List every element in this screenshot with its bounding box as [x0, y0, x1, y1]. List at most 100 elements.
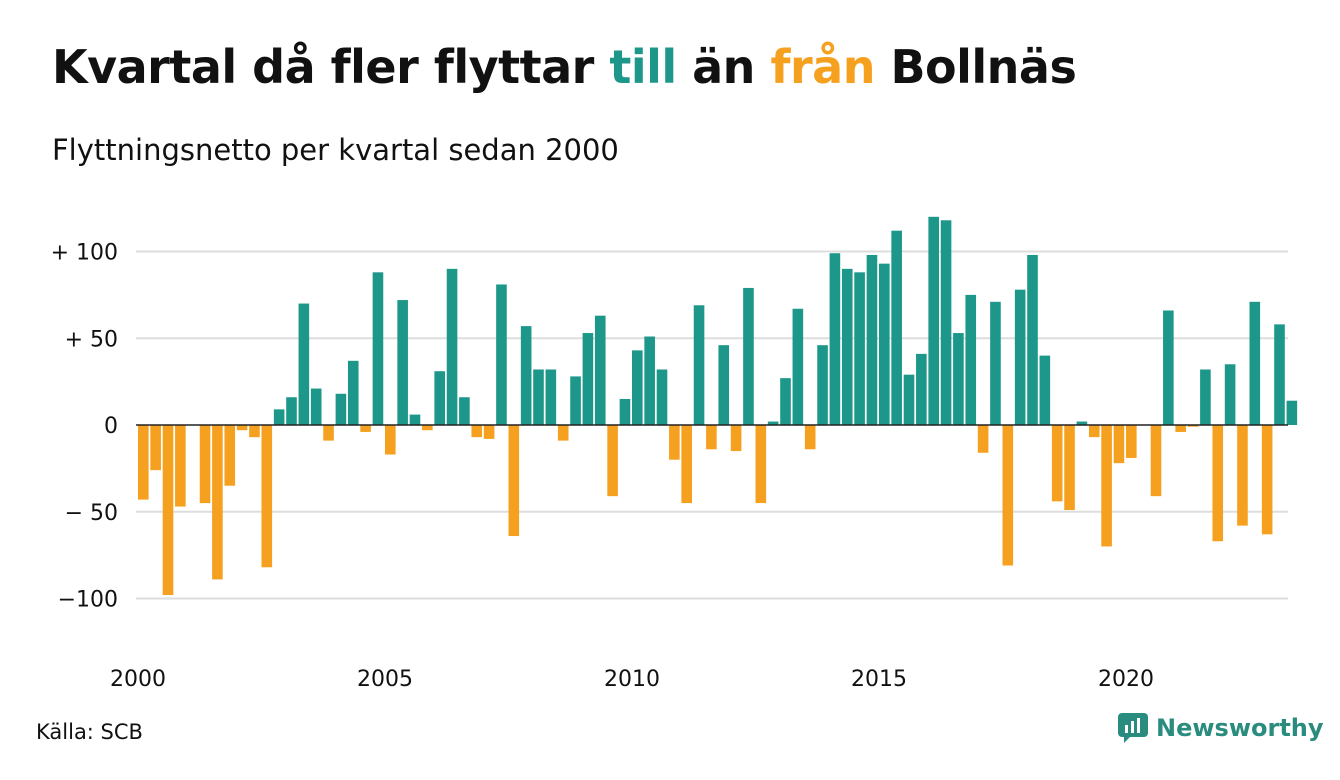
bar-2019-q4: [1113, 425, 1125, 464]
bar-2007-q2: [496, 284, 507, 425]
bar-2012-q2: [743, 287, 754, 425]
bar-2009-q3: [607, 425, 618, 497]
bar-2015-q3: [903, 374, 915, 426]
x-tick-label: 2010: [604, 667, 660, 692]
bar-2018-q3: [1051, 425, 1063, 502]
bar-2000-q2: [150, 425, 161, 471]
bar-2015-q2: [891, 230, 902, 425]
bar-2021-q2: [1187, 425, 1199, 427]
bar-2002-q3: [261, 425, 273, 568]
bar-2011-q3: [706, 425, 717, 450]
bar-2003-q4: [323, 425, 334, 441]
bar-2008-q1: [533, 369, 544, 425]
bar-2015-q4: [916, 353, 927, 426]
bar-2012-q3: [755, 425, 767, 504]
bar-2020-q4: [1163, 310, 1174, 425]
title-part-2: än: [676, 40, 771, 94]
bar-2005-q3: [409, 414, 421, 425]
bar-2010-q4: [669, 425, 680, 460]
bar-2000-q1: [138, 425, 149, 500]
bar-2002-q1: [236, 425, 248, 431]
bar-2018-q4: [1064, 425, 1075, 511]
bar-2001-q3: [212, 425, 223, 580]
bar-2009-q2: [594, 315, 606, 425]
y-tick-label: + 50: [65, 327, 118, 352]
bar-2023-q2: [1286, 400, 1298, 425]
bar-2017-q3: [1002, 425, 1014, 566]
y-tick-label: 0: [104, 414, 118, 439]
bar-2001-q2: [199, 425, 211, 504]
bar-2012-q4: [767, 421, 779, 425]
bar-2009-q4: [619, 398, 631, 426]
bar-2022-q3: [1249, 301, 1261, 425]
bar-2007-q1: [483, 425, 495, 439]
chart-subtitle: Flyttningsnetto per kvartal sedan 2000: [52, 133, 619, 167]
y-tick-label: + 100: [51, 241, 118, 266]
bar-2011-q4: [718, 345, 730, 425]
bar-2015-q1: [879, 263, 890, 425]
bar-2001-q4: [224, 425, 236, 486]
bar-2003-q1: [286, 397, 297, 425]
bar-2004-q3: [360, 425, 371, 432]
bar-2017-q1: [977, 425, 989, 453]
bar-2005-q1: [385, 425, 396, 455]
title-part-1: Kvartal då fler flyttar: [52, 40, 610, 94]
bar-2023-q1: [1274, 324, 1285, 425]
bar-2019-q2: [1088, 425, 1100, 438]
bar-2008-q3: [557, 425, 569, 441]
bar-2013-q1: [780, 378, 791, 425]
bar-2020-q3: [1150, 425, 1162, 497]
y-tick-label: − 50: [65, 501, 118, 526]
title-highlight-fran: från: [770, 40, 875, 94]
bar-2008-q2: [545, 369, 557, 425]
brand-logo: Newsworthy: [1118, 713, 1324, 743]
bar-2008-q4: [570, 376, 581, 425]
bar-2006-q2: [446, 268, 458, 425]
brand-name: Newsworthy: [1156, 714, 1324, 742]
bar-2014-q4: [866, 254, 878, 425]
x-tick-label: 2020: [1098, 667, 1154, 692]
bar-2017-q2: [990, 301, 1001, 425]
x-tick-label: 2005: [357, 667, 413, 692]
bar-2006-q3: [459, 397, 470, 425]
bar-2014-q2: [841, 268, 853, 425]
bar-2018-q1: [1027, 254, 1038, 425]
bar-2013-q4: [817, 345, 828, 425]
bar-2004-q2: [347, 360, 359, 426]
bar-2010-q3: [656, 369, 668, 425]
bar-2018-q2: [1039, 355, 1051, 425]
bar-2016-q3: [953, 333, 964, 425]
bar-2007-q3: [508, 425, 520, 537]
bar-2010-q1: [632, 350, 643, 425]
bar-2017-q4: [1014, 289, 1026, 425]
bar-2005-q4: [422, 425, 433, 431]
bar-2002-q2: [249, 425, 260, 438]
bar-2006-q1: [434, 371, 445, 425]
bar-2012-q1: [730, 425, 742, 452]
bar-2014-q3: [854, 272, 865, 425]
bar-2016-q2: [940, 220, 952, 425]
bar-2021-q3: [1200, 369, 1211, 425]
gridlines: [136, 250, 1288, 600]
bar-2022-q4: [1261, 425, 1273, 535]
bar-2004-q1: [335, 393, 347, 425]
source-note: Källa: SCB: [36, 720, 143, 744]
bar-2002-q4: [273, 409, 285, 425]
bar-2022-q2: [1237, 425, 1248, 526]
bars: [138, 216, 1298, 596]
bar-2016-q4: [965, 294, 977, 426]
bar-2019-q3: [1101, 425, 1112, 547]
y-tick-label: −100: [58, 588, 118, 613]
bar-2000-q3: [162, 425, 174, 596]
bar-2005-q2: [397, 300, 408, 425]
bar-2006-q4: [471, 425, 483, 438]
bar-2016-q1: [928, 216, 939, 425]
bar-2000-q4: [175, 425, 186, 507]
chart-title: Kvartal då fler flyttar till än från Bol…: [52, 40, 1077, 94]
axes: + 100 + 50 0 − 50 −100 2000 2005 2010 2015 2020: [51, 241, 1288, 692]
bar-2007-q4: [520, 326, 532, 426]
x-tick-label: 2015: [851, 667, 907, 692]
bar-2020-q1: [1126, 425, 1137, 458]
bar-2013-q3: [804, 425, 816, 450]
